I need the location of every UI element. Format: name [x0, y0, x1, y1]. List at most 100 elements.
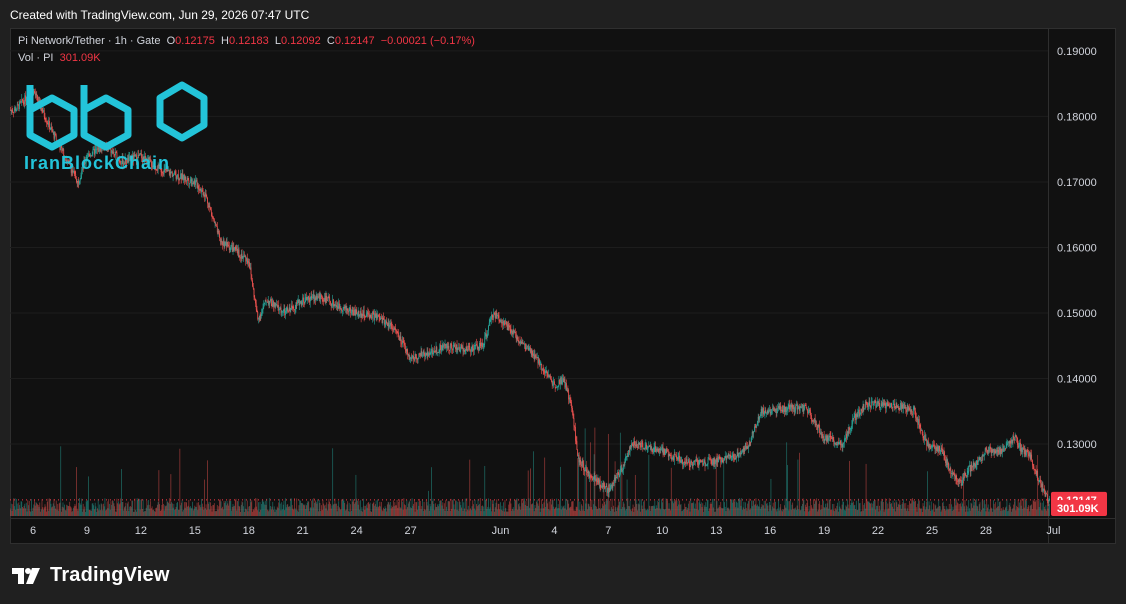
volume-bar: [171, 503, 173, 516]
volume-bar: [71, 511, 73, 516]
volume-bar: [859, 502, 861, 516]
volume-bar: [330, 508, 332, 516]
volume-bar: [368, 504, 370, 516]
candle-body: [673, 455, 674, 461]
volume-bar: [252, 509, 254, 516]
candle-body: [979, 457, 981, 461]
volume-bar: [285, 507, 287, 516]
candle-body: [500, 319, 502, 323]
candle-body: [387, 322, 389, 326]
candle-body: [1008, 441, 1009, 443]
candle-body: [346, 308, 348, 310]
candle-body: [320, 295, 322, 299]
volume-bar: [67, 505, 69, 516]
volume-bar: [612, 509, 614, 516]
volume-bar: [317, 499, 319, 516]
candle-body: [835, 443, 837, 445]
volume-bar: [1014, 499, 1016, 516]
volume-bar: [312, 499, 313, 516]
volume-bar: [16, 503, 18, 516]
candle-body: [704, 460, 706, 467]
candle-body: [992, 449, 994, 452]
candle-body: [165, 168, 167, 172]
candle-body: [255, 303, 257, 310]
candle-body: [761, 409, 763, 414]
volume-bar: [237, 501, 239, 516]
volume-bar: [359, 509, 361, 516]
candle-body: [676, 455, 677, 459]
volume-bar: [817, 509, 819, 516]
volume-bar: [535, 507, 537, 516]
candle-body: [485, 333, 486, 337]
volume-bar: [244, 498, 246, 516]
volume-bar: [761, 504, 763, 516]
candle-body: [381, 317, 383, 324]
candle-body: [554, 384, 556, 388]
volume-bar: [793, 508, 795, 516]
candle-body: [849, 428, 851, 430]
volume-bar: [689, 511, 691, 516]
candle-body: [988, 450, 990, 452]
volume-bar: [318, 511, 319, 516]
candle-body: [950, 467, 952, 474]
candle-body: [46, 121, 47, 123]
candle-body: [580, 459, 582, 465]
candle-body: [829, 435, 831, 437]
volume-bar: [353, 499, 355, 516]
chart-panel[interactable]: [10, 28, 1116, 544]
volume-bar: [484, 465, 486, 516]
volume-bar: [290, 498, 292, 516]
price-chart[interactable]: 0.190000.180000.170000.160000.150000.140…: [10, 28, 1116, 544]
candle-body: [695, 459, 697, 461]
candle-body: [886, 402, 888, 406]
candle-body: [466, 346, 468, 350]
candle-body: [760, 414, 761, 417]
volume-bar: [367, 502, 369, 516]
candle-body: [304, 297, 306, 304]
volume-bar: [85, 511, 86, 516]
volume-bar: [754, 505, 755, 516]
candle-body: [1035, 469, 1037, 475]
candle-body: [266, 301, 268, 303]
volume-bar: [722, 508, 724, 516]
volume-bar: [987, 504, 989, 516]
candle-body: [615, 476, 617, 481]
footer-logo[interactable]: TradingView: [12, 562, 170, 588]
candle-body: [945, 459, 947, 463]
volume-bar: [31, 498, 32, 516]
symbol-label[interactable]: Pi Network/Tether · 1h · Gate: [18, 35, 161, 47]
volume-label[interactable]: Vol · PI: [18, 52, 54, 64]
candle-body: [655, 446, 656, 452]
candle-body: [169, 172, 171, 175]
candle-body: [675, 454, 677, 456]
candle-body: [421, 351, 423, 356]
volume-bar: [917, 503, 919, 516]
candle-body: [297, 299, 299, 301]
volume-bar: [436, 506, 438, 516]
candle-body: [891, 407, 893, 409]
volume-bar: [457, 501, 459, 516]
volume-bar: [583, 499, 585, 516]
candle-body: [497, 315, 498, 317]
volume-bar: [43, 509, 44, 516]
volume-bar: [781, 510, 782, 516]
volume-bar: [117, 503, 119, 516]
volume-bar: [91, 510, 92, 516]
candle-body: [240, 253, 242, 258]
candle-body: [273, 301, 274, 307]
candle-body: [61, 145, 62, 148]
candle-body: [437, 351, 438, 353]
candle-body: [754, 426, 755, 432]
candle-body: [768, 409, 770, 414]
candle-body: [480, 343, 482, 347]
candle-body: [141, 158, 143, 161]
volume-bar: [524, 504, 526, 516]
y-tick-label: 0.16000: [1057, 242, 1097, 254]
volume-bar: [515, 500, 516, 516]
volume-bar: [476, 506, 478, 516]
volume-bar: [23, 505, 25, 516]
volume-bar: [548, 509, 549, 516]
volume-bar: [983, 508, 985, 516]
candle-body: [428, 353, 429, 357]
volume-bar: [342, 498, 344, 516]
